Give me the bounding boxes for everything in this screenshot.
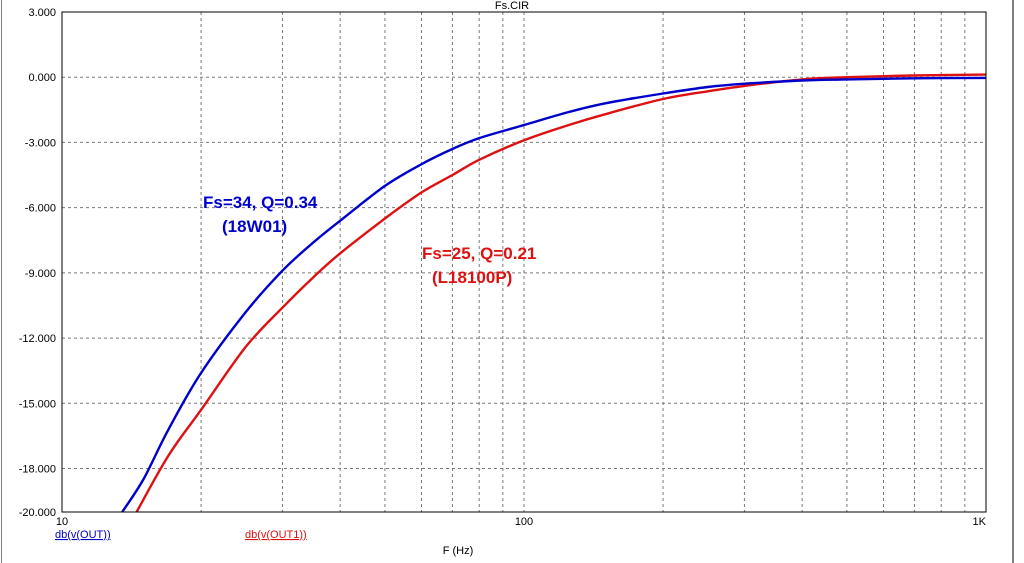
y-tick-label: -6.000 (25, 203, 56, 215)
y-tick-label: 0.000 (28, 72, 56, 84)
y-tick-label: -12.000 (19, 333, 56, 345)
series-lines (121, 73, 987, 513)
x-tick-label: 100 (515, 516, 533, 528)
plot-frame (61, 11, 987, 513)
y-tick-label: -15.000 (19, 398, 56, 410)
y-tick-label: -18.000 (19, 464, 56, 476)
y-tick-label: -20.000 (19, 507, 56, 519)
x-axis-label: F (Hz) (443, 545, 474, 557)
y-tick-label: -9.000 (25, 268, 56, 280)
series-line-db-v-out- (121, 76, 987, 513)
curve-annotation: (L18100P) (432, 268, 512, 287)
y-tick-label: 3.000 (28, 7, 56, 19)
x-tick-label: 1K (973, 516, 987, 528)
grid-lines (61, 11, 987, 513)
legend-entry: db(v(OUT)) (55, 529, 111, 541)
chart-title: Fs.CIR (495, 0, 529, 12)
curve-annotation: Fs=25, Q=0.21 (422, 244, 536, 263)
legend-entry: db(v(OUT1)) (245, 529, 307, 541)
y-tick-label: -3.000 (25, 137, 56, 149)
curve-annotation: Fs=34, Q=0.34 (203, 193, 318, 212)
curve-annotation: (18W01) (222, 217, 287, 236)
x-tick-label: 10 (56, 516, 68, 528)
